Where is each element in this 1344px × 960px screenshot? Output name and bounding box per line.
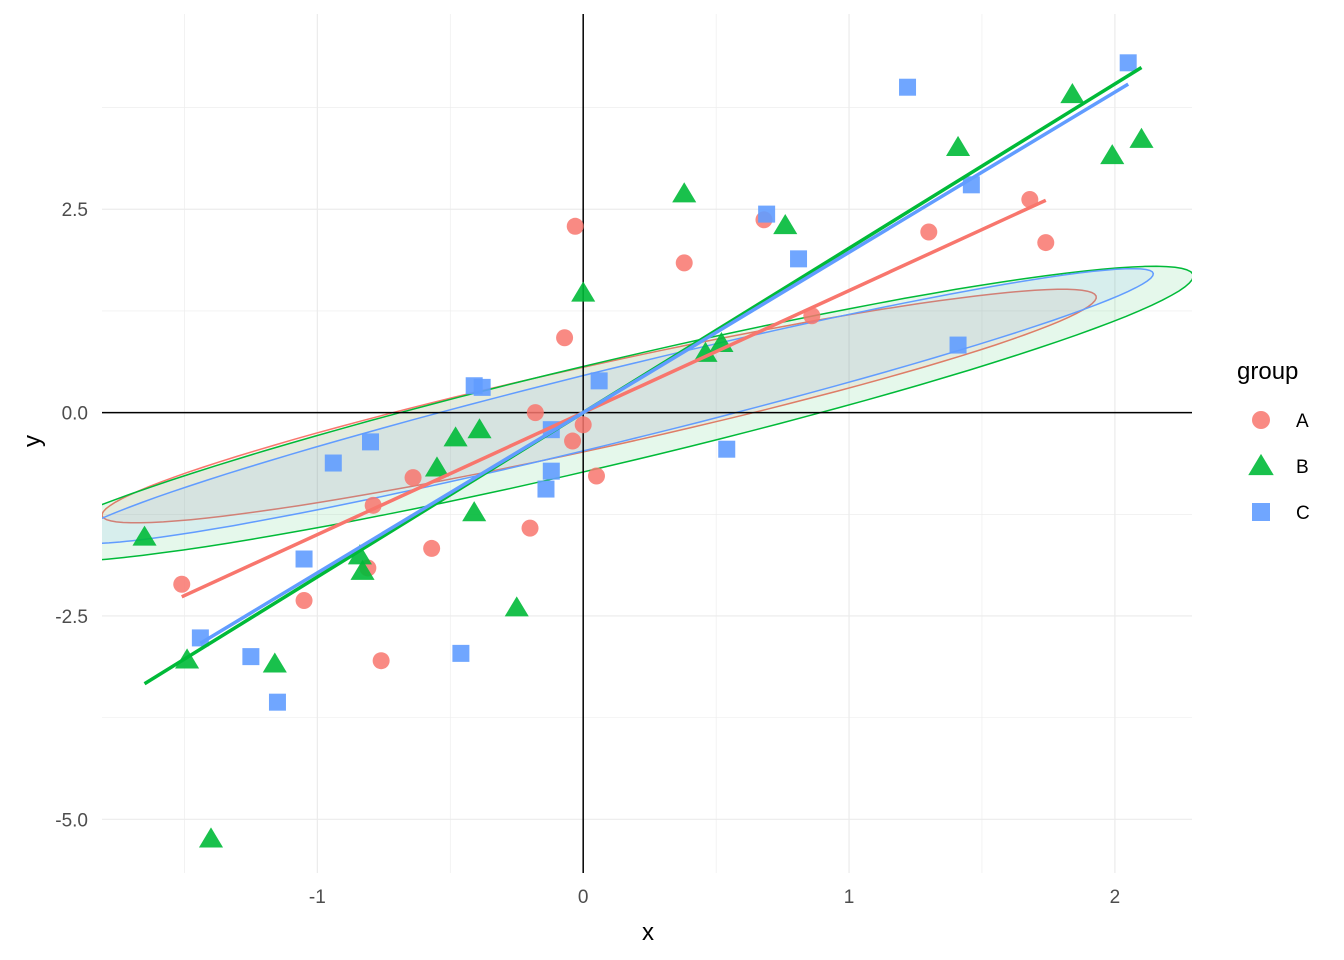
data-point-B xyxy=(1100,144,1125,165)
data-point-A xyxy=(675,254,693,272)
legend-key-C xyxy=(1252,503,1270,521)
regression-line-C xyxy=(199,82,1130,645)
data-point-C xyxy=(295,550,313,568)
legend-label-C: C xyxy=(1296,503,1310,524)
regression-lines xyxy=(143,66,1143,686)
data-point-C xyxy=(268,693,286,711)
data-point-B xyxy=(443,426,468,447)
data-point-B xyxy=(467,418,492,439)
data-point-A xyxy=(556,329,574,347)
data-point-C xyxy=(899,78,917,96)
data-point-C xyxy=(758,205,776,223)
data-point-A xyxy=(526,404,544,422)
data-point-A xyxy=(295,591,313,609)
data-point-B xyxy=(1060,83,1085,104)
data-point-A xyxy=(803,307,821,325)
data-point-B xyxy=(504,596,529,617)
data-point-A xyxy=(1021,190,1039,208)
legend-label-A: A xyxy=(1296,411,1309,432)
data-point-C xyxy=(790,250,808,268)
axis-tick-labels: -1 0 1 2 -5.0 -2.5 0.0 2.5 xyxy=(55,200,1120,908)
data-points xyxy=(132,54,1154,848)
data-point-B xyxy=(693,341,718,362)
data-point-A xyxy=(587,467,605,485)
data-point-B xyxy=(424,456,450,477)
y-tick-label: -5.0 xyxy=(55,810,88,831)
x-tick-label: 2 xyxy=(1110,887,1121,908)
data-point-A xyxy=(566,217,584,235)
data-point-B xyxy=(262,652,287,673)
x-tick-label: 0 xyxy=(578,887,589,908)
legend-label-B: B xyxy=(1296,457,1309,478)
legend-title: group xyxy=(1237,358,1298,385)
data-point-B xyxy=(198,827,224,848)
data-point-B xyxy=(672,182,697,203)
data-point-B xyxy=(350,559,375,580)
data-point-A xyxy=(574,416,592,434)
legend: group A B C xyxy=(1237,358,1310,524)
reference-lines xyxy=(102,14,1192,873)
data-point-B xyxy=(132,525,157,546)
data-point-A xyxy=(521,519,539,537)
y-tick-label: 2.5 xyxy=(62,200,88,221)
data-point-A xyxy=(423,539,441,557)
y-tick-label: -2.5 xyxy=(55,607,88,628)
data-point-B xyxy=(946,135,971,157)
data-point-C xyxy=(1119,54,1137,72)
y-axis-title: y xyxy=(19,435,46,447)
data-point-C xyxy=(949,336,967,354)
data-point-C xyxy=(473,378,491,396)
data-point-B xyxy=(773,214,798,235)
data-point-B xyxy=(347,544,372,565)
x-tick-label: -1 xyxy=(309,887,326,908)
data-point-C xyxy=(537,480,555,498)
data-point-C xyxy=(362,433,380,451)
x-axis-title: x xyxy=(642,919,654,946)
data-point-C xyxy=(590,372,608,390)
data-point-C xyxy=(542,462,560,480)
data-point-C xyxy=(452,644,470,662)
data-point-A xyxy=(173,575,191,593)
legend-key-A xyxy=(1252,411,1270,429)
data-point-A xyxy=(1037,234,1055,252)
data-point-C xyxy=(242,648,260,666)
x-tick-label: 1 xyxy=(844,887,855,908)
data-point-A xyxy=(920,223,938,241)
legend-key-B xyxy=(1248,453,1274,476)
data-point-B xyxy=(462,501,487,522)
data-point-A xyxy=(372,652,390,670)
data-point-B xyxy=(1129,127,1154,148)
data-point-A xyxy=(404,469,422,487)
data-point-C xyxy=(718,440,736,458)
data-point-B xyxy=(571,281,596,302)
data-point-C xyxy=(324,454,342,472)
data-point-A xyxy=(564,432,582,450)
ellipse-C xyxy=(102,267,1155,545)
regression-line-A xyxy=(181,198,1047,599)
y-tick-label: 0.0 xyxy=(62,404,88,425)
